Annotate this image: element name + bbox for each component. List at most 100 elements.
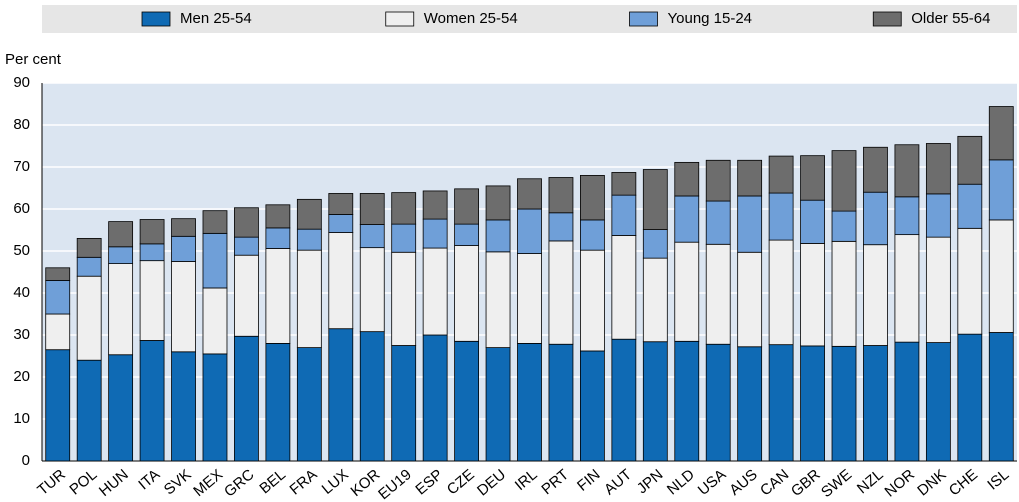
bar-segment bbox=[705, 343, 731, 462]
x-tick-label: AUT bbox=[601, 466, 635, 498]
bar-segment bbox=[957, 135, 983, 185]
bar-segment bbox=[925, 193, 951, 238]
bar-segment bbox=[580, 249, 605, 352]
legend-label: Young 15-24 bbox=[668, 10, 753, 27]
x-tick-label: GRC bbox=[221, 466, 258, 501]
bar-segment bbox=[485, 251, 511, 348]
bar-segment bbox=[988, 106, 1014, 161]
bar-segment bbox=[454, 245, 479, 342]
bar-segment bbox=[674, 340, 700, 462]
y-tick-label: 10 bbox=[13, 410, 30, 427]
legend-label: Men 25-54 bbox=[180, 10, 252, 27]
bar-segment bbox=[737, 251, 763, 348]
bar-segment bbox=[139, 260, 165, 341]
x-tick-label: USA bbox=[695, 466, 730, 499]
bar-segment bbox=[957, 333, 983, 462]
legend-box bbox=[42, 5, 1017, 33]
bar-segment bbox=[831, 210, 857, 242]
x-tick-label: PRT bbox=[538, 466, 572, 498]
bar-segment bbox=[108, 354, 134, 462]
bar-segment bbox=[485, 185, 511, 221]
bar-segment bbox=[359, 247, 385, 333]
bar-segment bbox=[800, 155, 825, 201]
bar-segment bbox=[894, 196, 920, 236]
bar-segment bbox=[422, 334, 448, 462]
bar-segment bbox=[863, 345, 888, 462]
bar-segment bbox=[171, 261, 196, 353]
bar-segment bbox=[202, 353, 228, 462]
x-tick-label: IRL bbox=[512, 466, 541, 494]
bar-segment bbox=[234, 335, 259, 462]
bar-segment bbox=[76, 359, 102, 462]
y-tick-label: 70 bbox=[13, 158, 30, 175]
y-axis-label: Per cent bbox=[5, 51, 62, 68]
x-tick-label: ISL bbox=[984, 466, 1012, 493]
bar-segment bbox=[800, 199, 825, 244]
bar-segment bbox=[768, 239, 794, 346]
bar-segment bbox=[705, 243, 731, 345]
bar-segment bbox=[642, 257, 668, 343]
bar-segment bbox=[296, 228, 322, 251]
x-tick-label: LUX bbox=[319, 466, 352, 498]
bar-segment bbox=[265, 227, 291, 249]
bar-segment bbox=[76, 275, 102, 361]
bar-segment bbox=[296, 249, 322, 349]
bar-segment bbox=[422, 247, 448, 336]
bar-segment bbox=[45, 313, 71, 351]
bar-segment bbox=[642, 229, 668, 259]
bar-segment bbox=[611, 194, 637, 236]
bar-segment bbox=[296, 347, 322, 462]
bar-segment bbox=[328, 232, 354, 330]
bar-segment bbox=[580, 350, 605, 462]
x-tick-label: NLD bbox=[664, 466, 698, 498]
bar-segment bbox=[391, 251, 417, 346]
bar-segment bbox=[580, 174, 605, 221]
bar-segment bbox=[768, 344, 794, 462]
bar-segment bbox=[863, 146, 888, 193]
x-tick-label: POL bbox=[66, 466, 100, 498]
bar-segment bbox=[328, 328, 354, 462]
bar-segment bbox=[800, 243, 825, 347]
bar-segment bbox=[108, 221, 134, 248]
bar-segment bbox=[391, 345, 417, 462]
x-tick-label: NZL bbox=[854, 466, 887, 497]
bar-segment bbox=[171, 351, 196, 462]
bar-segment bbox=[234, 207, 259, 238]
bar-segment bbox=[611, 235, 637, 340]
bar-segment bbox=[768, 155, 794, 194]
bar-segment bbox=[548, 343, 574, 462]
bar-segment bbox=[359, 224, 385, 249]
x-tick-label: CAN bbox=[757, 466, 792, 499]
bar-segment bbox=[328, 193, 354, 215]
bar-segment bbox=[139, 219, 165, 245]
x-tick-label: NOR bbox=[882, 466, 919, 501]
bar-segment bbox=[674, 195, 700, 243]
x-tick-label: BEL bbox=[256, 466, 289, 497]
y-tick-label: 50 bbox=[13, 242, 30, 259]
y-tick-label: 0 bbox=[22, 452, 30, 469]
bar-segment bbox=[359, 331, 385, 462]
y-tick-label: 40 bbox=[13, 284, 30, 301]
bar-segment bbox=[988, 159, 1014, 221]
bar-segment bbox=[548, 240, 574, 345]
bar-segment bbox=[831, 150, 857, 212]
bar-segment bbox=[642, 341, 668, 462]
x-tick-label: DNK bbox=[914, 466, 949, 499]
bar-segment bbox=[988, 219, 1014, 333]
bar-segment bbox=[202, 287, 228, 355]
bar-segment bbox=[422, 190, 448, 220]
bar-segment bbox=[517, 208, 542, 254]
y-tick-label: 20 bbox=[13, 368, 30, 385]
bar-segment bbox=[202, 232, 228, 289]
bar-segment bbox=[45, 349, 71, 462]
legend-swatch bbox=[141, 11, 171, 27]
bar-segment bbox=[171, 218, 196, 237]
bar-segment bbox=[391, 223, 417, 253]
bar-segment bbox=[705, 159, 731, 202]
x-tick-label: ESP bbox=[412, 466, 446, 498]
bar-segment bbox=[139, 340, 165, 462]
x-tick-label: SVK bbox=[161, 466, 195, 498]
legend-label: Women 25-54 bbox=[424, 10, 518, 27]
bar-segment bbox=[642, 169, 668, 230]
